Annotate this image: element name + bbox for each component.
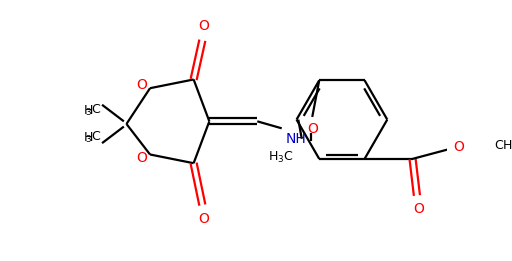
Text: O: O (136, 78, 147, 92)
Text: O: O (307, 122, 317, 136)
Text: H: H (84, 104, 93, 116)
Text: NH: NH (286, 132, 307, 146)
Text: O: O (413, 203, 424, 216)
Text: O: O (454, 140, 464, 154)
Text: CH$_3$: CH$_3$ (494, 139, 512, 154)
Text: O: O (199, 19, 209, 33)
Text: O: O (199, 212, 209, 226)
Text: H: H (84, 132, 93, 144)
Text: O: O (136, 151, 147, 165)
Text: H$_3$C: H$_3$C (267, 150, 293, 165)
Text: $_3$C: $_3$C (85, 130, 101, 145)
Text: $_3$C: $_3$C (85, 103, 101, 117)
